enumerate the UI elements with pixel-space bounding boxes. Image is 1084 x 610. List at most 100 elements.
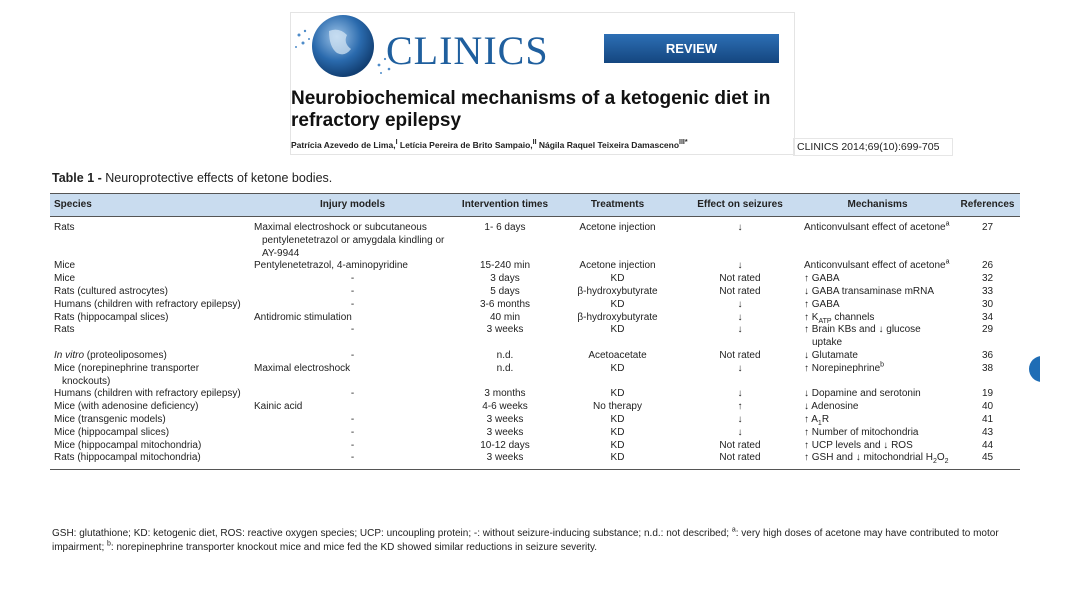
author-part: Letícia Pereira de Brito Sampaio,	[397, 140, 533, 150]
mechanism-cell: Anticonvulsant effect of acetonea	[800, 217, 955, 261]
author-part: I	[395, 139, 398, 147]
injury-model-cell: -	[350, 285, 355, 297]
mechanism-part: ↑ A	[804, 413, 818, 425]
treatment-cell: KD	[610, 413, 625, 425]
seizure-effect-cell: Not rated	[719, 285, 761, 297]
journal-logo: CLINICS	[386, 28, 549, 73]
mechanism-part: a	[945, 220, 950, 228]
species-cell: Mice (hippocampal mitochondria)	[54, 439, 202, 451]
footnote-part: GSH: glutathione; KD: ketogenic diet, RO…	[52, 528, 732, 539]
species-cell: Rats (hippocampal mitochondria)	[54, 452, 201, 464]
treatment-cell: KD	[610, 426, 625, 438]
mechanism-part: ↑ K	[804, 311, 819, 323]
table-row: Mice (hippocampal slices) - 3 weeks KD ↓ ↑ Nu…	[50, 427, 1020, 440]
species-cell: Mice	[54, 260, 76, 272]
seizure-effect-cell: Not rated	[719, 349, 761, 361]
reference-cell: 32	[981, 273, 994, 285]
journal-header: CLINICS REVIEW Neurobiochemical mechanis…	[290, 12, 795, 155]
mechanism-part: channels	[831, 311, 875, 323]
treatment-cell: KD	[610, 273, 625, 285]
injury-model-cell: -	[350, 349, 355, 361]
reference-cell: 26	[981, 260, 994, 272]
authors: Patrícia Azevedo de Lima,I Letícia Perei…	[291, 139, 688, 150]
mechanism-cell: ↑ Norepinephrineb	[800, 361, 955, 389]
intervention-time-cell: 1- 6 days	[484, 222, 526, 233]
footnote-part: a	[731, 526, 736, 534]
globe-logo	[295, 15, 391, 77]
mechanism-cell: ↑ A1R	[800, 414, 955, 427]
seizure-effect-cell: Not rated	[719, 439, 761, 451]
seizure-effect-cell: ↓	[737, 222, 743, 233]
reference-cell: 38	[981, 362, 994, 374]
table-row: Rats (hippocampal slices) Antidromic stim…	[50, 312, 1020, 325]
mechanism-cell: ↑ GSH and ↓ mitochondrial H2O2	[800, 452, 955, 469]
species-cell: In vitro (proteoliposomes)	[50, 350, 250, 363]
table-row: Rats Maximal electroshock or subcutaneous…	[50, 217, 1020, 261]
table-row: Mice - 3 days KD Not rated ↑ GABA 32	[50, 273, 1020, 286]
species-part: (proteoliposomes)	[84, 349, 167, 361]
mechanism-cell: ↓ Dopamine and serotonin	[804, 388, 921, 400]
intervention-time-cell: 15-240 min	[479, 260, 531, 272]
species-cell: Mice (with adenosine deficiency)	[54, 401, 199, 413]
species-cell: Mice (hippocampal slices)	[54, 426, 170, 438]
seizure-effect-cell: ↓	[737, 260, 743, 272]
intervention-time-cell: 10-12 days	[480, 439, 530, 451]
column-header: Effect on seizures	[680, 193, 800, 217]
reference-cell: 40	[981, 401, 994, 413]
reference-cell: 34	[981, 311, 994, 323]
injury-model-cell: -	[350, 388, 355, 400]
injury-model-cell: Kainic acid	[254, 401, 303, 413]
treatment-cell: KD	[610, 298, 625, 310]
table-row: Mice (norepinephrine transporter knockou…	[50, 361, 1020, 389]
seizure-effect-cell: Not rated	[719, 273, 761, 285]
intervention-time-cell: n.d.	[496, 349, 514, 361]
mechanism-cell: ↓ Adenosine	[804, 401, 859, 413]
seizure-effect-cell: ↓	[737, 362, 743, 374]
species-cell: Mice	[54, 273, 76, 285]
title-line: Neurobiochemical mechanisms of a ketogen…	[291, 88, 771, 109]
column-header: Mechanisms	[800, 193, 955, 217]
mechanism-part: R	[821, 413, 830, 425]
article-type-badge: REVIEW	[604, 34, 779, 63]
author-part: II	[532, 139, 537, 147]
injury-model-cell: Maximal electroshock	[254, 362, 351, 374]
species-cell: Mice (transgenic models)	[54, 413, 166, 425]
table-row: Mice (hippocampal mitochondria) - 10-12 da…	[50, 440, 1020, 453]
species-cell: Mice (norepinephrine transporter knockou…	[54, 362, 200, 387]
table-row: In vitro (proteoliposomes) - n.d. Acetoacet…	[50, 350, 1020, 363]
table-row: Rats (cultured astrocytes) - 5 days β-hydro…	[50, 286, 1020, 299]
reference-cell: 33	[981, 285, 994, 297]
injury-model-cell: -	[350, 426, 355, 438]
mechanism-part: 2	[932, 458, 937, 466]
injury-model-cell: -	[350, 439, 355, 451]
table-row: Rats - 3 weeks KD ↓ ↑ Brain KBs and ↓ glucose…	[50, 324, 1020, 350]
mechanism-part: ATP	[818, 317, 832, 325]
treatment-cell: KD	[610, 362, 625, 374]
intervention-time-cell: 5 days	[490, 285, 520, 297]
mechanism-part: Anticonvulsant effect of acetone	[804, 260, 946, 272]
mechanism-part: a	[945, 259, 950, 267]
reference-cell: 44	[981, 439, 994, 451]
treatment-cell: β-hydroxybutyrate	[577, 311, 658, 323]
treatment-cell: KD	[610, 324, 625, 336]
table-row: Humans (children with refractory epileps…	[50, 388, 1020, 401]
column-header: Treatments	[555, 193, 680, 217]
injury-model-cell: -	[350, 413, 355, 425]
mechanism-part: 1	[817, 419, 822, 427]
table-footnote: GSH: glutathione; KD: ketogenic diet, RO…	[52, 527, 1027, 555]
treatment-cell: KD	[610, 439, 625, 451]
treatment-cell: Acetone injection	[579, 222, 656, 233]
reference-cell: 30	[981, 298, 994, 310]
mechanism-cell: ↑ UCP levels and ↓ ROS	[804, 439, 913, 451]
intervention-time-cell: 3 weeks	[486, 413, 524, 425]
injury-model-cell: Maximal electroshock or subcutaneous pen…	[254, 222, 445, 259]
intervention-time-cell: 3-6 months	[479, 298, 531, 310]
seizure-effect-cell: ↑	[737, 401, 743, 413]
mechanism-cell: ↑ GABA	[804, 273, 840, 285]
side-tab	[1029, 356, 1040, 382]
table-row: Mice (with adenosine deficiency) Kainic a…	[50, 401, 1020, 414]
seizure-effect-cell: ↓	[737, 298, 743, 310]
reference-cell: 45	[981, 452, 994, 464]
footnote-part: : very high doses of acetone may have co…	[52, 528, 999, 553]
